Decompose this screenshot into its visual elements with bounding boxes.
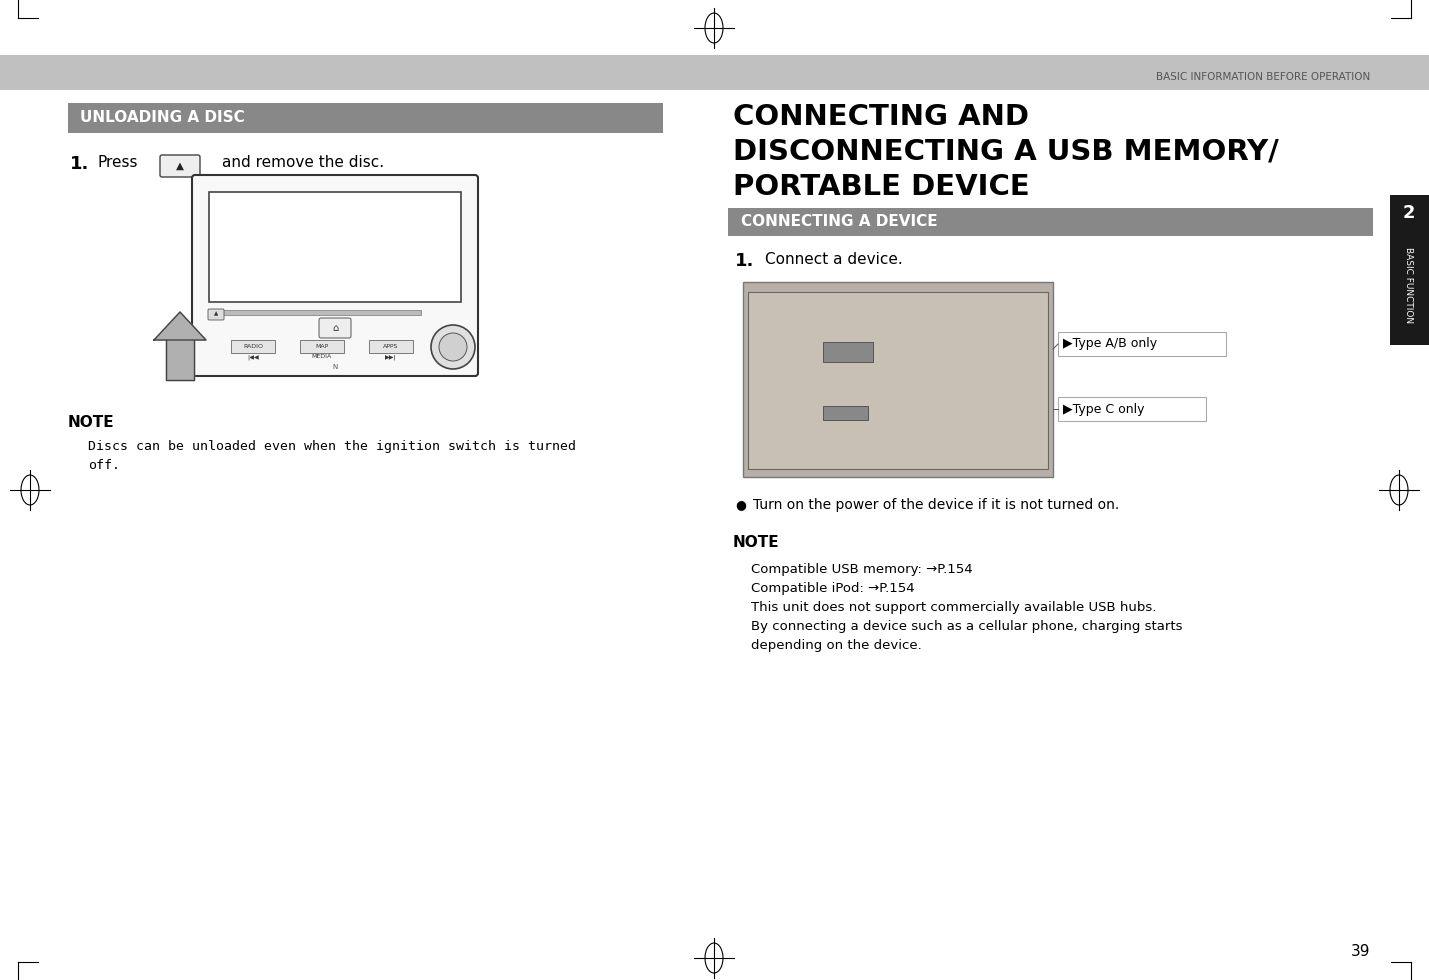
Text: Compatible iPod: →P.154: Compatible iPod: →P.154 xyxy=(752,582,915,595)
Polygon shape xyxy=(154,312,206,340)
Text: ⌂: ⌂ xyxy=(332,323,339,333)
FancyBboxPatch shape xyxy=(160,155,200,177)
Text: ▶Type C only: ▶Type C only xyxy=(1063,403,1145,416)
Bar xyxy=(1057,332,1226,356)
Text: 39: 39 xyxy=(1350,945,1370,959)
Polygon shape xyxy=(166,340,194,380)
Text: CONNECTING AND: CONNECTING AND xyxy=(733,103,1029,131)
Text: MAP: MAP xyxy=(316,344,329,349)
Bar xyxy=(300,340,344,353)
Bar xyxy=(369,340,413,353)
Text: BASIC INFORMATION BEFORE OPERATION: BASIC INFORMATION BEFORE OPERATION xyxy=(1156,72,1370,82)
Text: Connect a device.: Connect a device. xyxy=(765,252,903,267)
Text: |◀◀: |◀◀ xyxy=(247,354,259,360)
Text: RADIO: RADIO xyxy=(243,344,263,349)
Circle shape xyxy=(432,325,474,369)
Bar xyxy=(231,340,274,353)
Bar xyxy=(727,208,1373,236)
Text: 1.: 1. xyxy=(735,252,755,270)
Text: MEDIA: MEDIA xyxy=(312,355,332,360)
Bar xyxy=(1057,397,1206,421)
Bar xyxy=(823,406,867,420)
Text: NOTE: NOTE xyxy=(69,415,114,430)
Text: Compatible USB memory: →P.154: Compatible USB memory: →P.154 xyxy=(752,563,973,576)
Text: PORTABLE DEVICE: PORTABLE DEVICE xyxy=(733,173,1030,201)
Text: ●: ● xyxy=(735,498,746,511)
Bar xyxy=(823,342,873,362)
Text: Press: Press xyxy=(99,155,139,170)
Text: BASIC FUNCTION: BASIC FUNCTION xyxy=(1405,247,1413,323)
Text: and remove the disc.: and remove the disc. xyxy=(221,155,384,170)
Bar xyxy=(743,282,1053,477)
Text: DISCONNECTING A USB MEMORY/: DISCONNECTING A USB MEMORY/ xyxy=(733,138,1279,166)
Text: ▲: ▲ xyxy=(176,161,184,171)
Text: This unit does not support commercially available USB hubs.: This unit does not support commercially … xyxy=(752,601,1156,614)
Text: Turn on the power of the device if it is not turned on.: Turn on the power of the device if it is… xyxy=(753,498,1119,512)
Text: 2: 2 xyxy=(1403,204,1415,222)
Text: ▶Type A/B only: ▶Type A/B only xyxy=(1063,337,1157,351)
Bar xyxy=(1390,195,1429,345)
Bar xyxy=(209,310,422,315)
Text: depending on the device.: depending on the device. xyxy=(752,639,922,652)
Text: Discs can be unloaded even when the ignition switch is turned
off.: Discs can be unloaded even when the igni… xyxy=(89,440,576,472)
Bar xyxy=(209,192,462,302)
Text: N: N xyxy=(333,364,337,370)
Bar xyxy=(0,55,1429,90)
Text: By connecting a device such as a cellular phone, charging starts: By connecting a device such as a cellula… xyxy=(752,620,1183,633)
Text: ▲: ▲ xyxy=(214,312,219,317)
Text: NOTE: NOTE xyxy=(733,535,780,550)
Text: UNLOADING A DISC: UNLOADING A DISC xyxy=(80,111,244,125)
Bar xyxy=(747,292,1047,469)
Text: 1.: 1. xyxy=(70,155,90,173)
FancyBboxPatch shape xyxy=(191,175,477,376)
Bar xyxy=(69,103,663,133)
Circle shape xyxy=(439,333,467,361)
Text: ▶▶|: ▶▶| xyxy=(386,354,397,360)
FancyBboxPatch shape xyxy=(319,318,352,338)
Text: CONNECTING A DEVICE: CONNECTING A DEVICE xyxy=(742,215,937,229)
FancyBboxPatch shape xyxy=(209,309,224,320)
Text: APPS: APPS xyxy=(383,344,399,349)
